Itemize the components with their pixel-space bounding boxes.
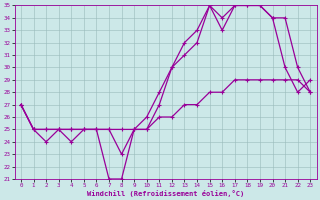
X-axis label: Windchill (Refroidissement éolien,°C): Windchill (Refroidissement éolien,°C) [87,190,244,197]
